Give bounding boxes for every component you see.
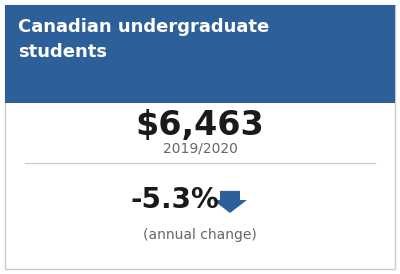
Text: (annual change): (annual change) — [143, 228, 257, 242]
Bar — [5, 5, 395, 103]
Polygon shape — [213, 191, 247, 213]
Text: -5.3%: -5.3% — [131, 186, 219, 214]
Text: $6,463: $6,463 — [136, 109, 264, 141]
Text: 2019/2020: 2019/2020 — [162, 141, 238, 155]
Text: Canadian undergraduate
students: Canadian undergraduate students — [18, 18, 269, 61]
